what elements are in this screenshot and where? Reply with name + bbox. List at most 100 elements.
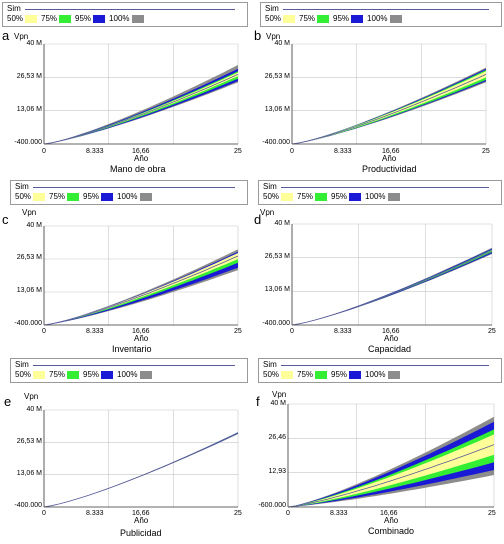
legend-75-swatch bbox=[59, 14, 72, 23]
legend-items: 50% 75% 95% 100% bbox=[15, 192, 156, 201]
x-tick-label: 0 bbox=[290, 148, 294, 155]
legend-95-swatch bbox=[93, 14, 106, 23]
band-p100 bbox=[288, 416, 494, 507]
legend-100-swatch bbox=[131, 14, 144, 23]
panel-letter: b bbox=[254, 28, 262, 43]
legend-75-label: 75% bbox=[297, 192, 314, 201]
chart-title: Productividad bbox=[362, 164, 417, 174]
legend-box: Sim 50% 75% 95% 100% bbox=[260, 2, 502, 27]
plot-area bbox=[43, 225, 239, 326]
sim-line bbox=[287, 444, 495, 508]
legend-sim-line bbox=[283, 9, 489, 10]
chart-title: Mano de obra bbox=[110, 164, 166, 174]
legend-95-swatch bbox=[349, 370, 362, 379]
chart-panel-a: Sim 50% 75% 95% 100% a Vpn 40 M 26,53 M … bbox=[2, 2, 250, 180]
legend-50-label: 50% bbox=[7, 14, 24, 23]
sim-line bbox=[43, 432, 239, 508]
y-tick-label: -600.000 bbox=[258, 502, 286, 509]
chart-title: Inventario bbox=[112, 344, 152, 354]
x-axis-label: Año bbox=[134, 154, 149, 163]
legend-75-swatch bbox=[315, 192, 328, 201]
plot-area bbox=[43, 43, 239, 145]
legend-75-label: 75% bbox=[299, 14, 316, 23]
chart-panel-b: Sim 50% 75% 95% 100% b Vpn 40 M 26,53 M … bbox=[254, 2, 502, 180]
panel-letter: a bbox=[2, 28, 10, 43]
plot-area bbox=[43, 409, 239, 508]
legend-items: 50% 75% 95% 100% bbox=[263, 370, 404, 379]
legend-sim-line bbox=[281, 365, 489, 366]
y-axis-label: Vpn bbox=[24, 392, 39, 401]
legend-95-label: 95% bbox=[333, 14, 350, 23]
x-axis-label: Año bbox=[382, 154, 397, 163]
x-axis-label: Año bbox=[384, 516, 399, 525]
legend-95-swatch bbox=[349, 192, 362, 201]
y-tick-label: 40 M bbox=[274, 220, 290, 227]
x-tick-label: 16,66 bbox=[382, 148, 400, 155]
y-tick-label: -400.000 bbox=[262, 139, 290, 146]
y-tick-label: 26,53 M bbox=[16, 254, 42, 261]
legend-95-label: 95% bbox=[83, 192, 100, 201]
x-axis-label: Año bbox=[134, 516, 149, 525]
y-tick-label: 13,06 M bbox=[16, 287, 42, 294]
x-tick-label: 25 bbox=[482, 148, 490, 155]
legend-50-label: 50% bbox=[263, 370, 280, 379]
y-tick-label: 13,06 M bbox=[264, 286, 290, 293]
x-tick-label: 16,66 bbox=[132, 148, 150, 155]
y-tick-label: 26,53 M bbox=[16, 73, 42, 80]
y-axis-label: Vpn bbox=[266, 32, 281, 41]
legend-75-swatch bbox=[315, 370, 328, 379]
x-tick-label: 8.333 bbox=[330, 510, 348, 517]
legend-box: Sim 50% 75% 95% 100% bbox=[258, 358, 502, 383]
legend-sim-label: Sim bbox=[263, 182, 277, 191]
band-p95 bbox=[44, 251, 238, 325]
legend-50-swatch bbox=[283, 14, 296, 23]
y-tick-label: -400.000 bbox=[14, 139, 42, 146]
y-tick-label: 40 M bbox=[270, 400, 286, 407]
legend-50-swatch bbox=[281, 370, 294, 379]
plot-area bbox=[291, 43, 487, 145]
legend-75-swatch bbox=[67, 370, 80, 379]
x-tick-label: 25 bbox=[488, 510, 496, 517]
sim-line bbox=[43, 255, 239, 326]
legend-sim-label: Sim bbox=[265, 4, 279, 13]
y-axis-label: Vpn bbox=[260, 208, 275, 217]
legend-95-label: 95% bbox=[83, 370, 100, 379]
y-tick-label: 13,06 M bbox=[16, 470, 42, 477]
band-p100 bbox=[292, 247, 492, 325]
panel-letter: e bbox=[4, 394, 12, 409]
band-p95 bbox=[44, 432, 238, 507]
legend-sim-line bbox=[25, 9, 235, 10]
legend-75-label: 75% bbox=[49, 192, 66, 201]
x-tick-label: 8.333 bbox=[86, 510, 104, 517]
band-p100 bbox=[44, 249, 238, 325]
legend-100-label: 100% bbox=[365, 192, 386, 201]
sim-line bbox=[291, 73, 487, 145]
y-tick-label: -400.000 bbox=[14, 320, 42, 327]
x-tick-label: 0 bbox=[42, 148, 46, 155]
legend-items: 50% 75% 95% 100% bbox=[15, 370, 156, 379]
chart-panel-c: Sim 50% 75% 95% 100% c Vpn 40 M 26,53 M … bbox=[2, 180, 250, 358]
band-p100 bbox=[44, 432, 238, 507]
y-tick-label: 26,53 M bbox=[264, 73, 290, 80]
legend-box: Sim 50% 75% 95% 100% bbox=[10, 358, 248, 383]
legend-items: 50% 75% 95% 100% bbox=[265, 14, 406, 23]
x-tick-label: 16,66 bbox=[132, 328, 150, 335]
x-tick-label: 8.333 bbox=[334, 328, 352, 335]
chart-title: Publicidad bbox=[120, 528, 162, 538]
legend-sim-line bbox=[33, 187, 235, 188]
legend-100-swatch bbox=[139, 192, 152, 201]
legend-50-swatch bbox=[281, 192, 294, 201]
x-tick-label: 25 bbox=[234, 510, 242, 517]
y-tick-label: 13,06 M bbox=[264, 106, 290, 113]
band-p75 bbox=[44, 432, 238, 507]
legend-75-label: 75% bbox=[297, 370, 314, 379]
chart-panel-d: Sim 50% 75% 95% 100% d Vpn 40 M 26,53 M … bbox=[254, 180, 502, 358]
legend-75-swatch bbox=[317, 14, 330, 23]
legend-sim-line bbox=[33, 365, 235, 366]
y-axis-label: Vpn bbox=[272, 390, 287, 399]
legend-95-label: 95% bbox=[331, 192, 348, 201]
legend-sim-label: Sim bbox=[263, 360, 277, 369]
y-tick-label: 13,06 M bbox=[16, 106, 42, 113]
x-tick-label: 25 bbox=[488, 328, 496, 335]
legend-100-swatch bbox=[389, 14, 402, 23]
